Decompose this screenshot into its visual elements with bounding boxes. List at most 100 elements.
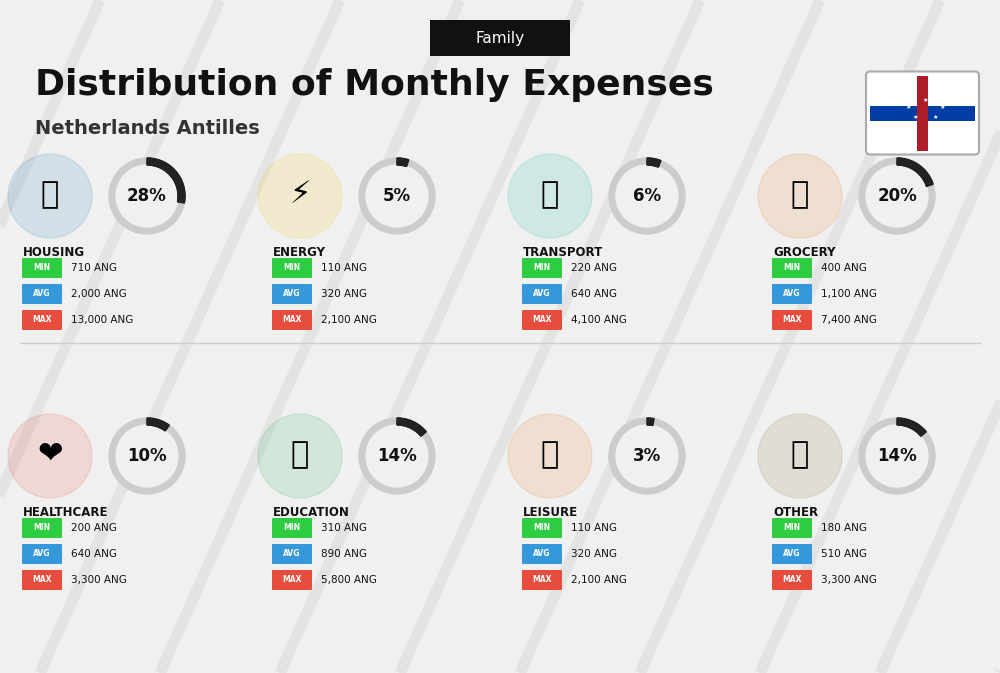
Polygon shape <box>177 187 184 189</box>
Polygon shape <box>150 158 151 165</box>
FancyBboxPatch shape <box>522 544 562 564</box>
Polygon shape <box>163 423 167 430</box>
Polygon shape <box>899 158 900 165</box>
Polygon shape <box>899 418 900 425</box>
Polygon shape <box>900 158 902 166</box>
Polygon shape <box>911 422 914 429</box>
Polygon shape <box>399 418 400 425</box>
Text: 20%: 20% <box>877 187 917 205</box>
Polygon shape <box>909 421 913 428</box>
Polygon shape <box>654 159 656 166</box>
Text: MAX: MAX <box>282 316 302 324</box>
Polygon shape <box>909 161 912 168</box>
Polygon shape <box>178 200 185 202</box>
Polygon shape <box>901 419 902 425</box>
Polygon shape <box>160 421 163 428</box>
Polygon shape <box>906 419 908 427</box>
Polygon shape <box>650 158 651 165</box>
Polygon shape <box>161 162 165 169</box>
FancyBboxPatch shape <box>22 518 62 538</box>
Polygon shape <box>404 159 406 166</box>
Text: 220 ANG: 220 ANG <box>571 263 617 273</box>
FancyBboxPatch shape <box>272 570 312 590</box>
Polygon shape <box>165 165 169 171</box>
Polygon shape <box>150 158 152 166</box>
Polygon shape <box>169 170 175 175</box>
Text: 1,100 ANG: 1,100 ANG <box>821 289 877 299</box>
Text: 890 ANG: 890 ANG <box>321 549 367 559</box>
Polygon shape <box>157 420 160 427</box>
Polygon shape <box>159 161 162 168</box>
Text: 6%: 6% <box>633 187 661 205</box>
Polygon shape <box>161 422 165 429</box>
Polygon shape <box>175 179 181 182</box>
Text: ★: ★ <box>932 114 938 120</box>
Polygon shape <box>170 171 176 176</box>
Text: MIN: MIN <box>783 524 801 532</box>
FancyBboxPatch shape <box>522 570 562 590</box>
Polygon shape <box>152 158 154 166</box>
Text: 14%: 14% <box>877 447 917 465</box>
Circle shape <box>616 425 678 487</box>
Polygon shape <box>168 168 174 174</box>
Text: 310 ANG: 310 ANG <box>321 523 367 533</box>
Polygon shape <box>158 160 161 167</box>
Polygon shape <box>413 423 417 429</box>
Polygon shape <box>917 427 923 433</box>
FancyBboxPatch shape <box>272 518 312 538</box>
Polygon shape <box>925 180 932 184</box>
Polygon shape <box>903 159 905 166</box>
Text: MAX: MAX <box>32 575 52 584</box>
Polygon shape <box>173 175 179 179</box>
Text: 5%: 5% <box>383 187 411 205</box>
Polygon shape <box>912 163 917 170</box>
Polygon shape <box>402 159 404 166</box>
Polygon shape <box>919 429 924 434</box>
Polygon shape <box>407 420 409 427</box>
Text: AVG: AVG <box>783 549 801 559</box>
Polygon shape <box>911 162 915 169</box>
FancyBboxPatch shape <box>772 284 812 304</box>
FancyBboxPatch shape <box>870 90 975 106</box>
Polygon shape <box>151 158 152 166</box>
Polygon shape <box>418 429 424 434</box>
Polygon shape <box>911 162 914 168</box>
Polygon shape <box>172 173 178 178</box>
Polygon shape <box>916 426 921 431</box>
Polygon shape <box>923 175 929 180</box>
Polygon shape <box>405 160 407 166</box>
Polygon shape <box>649 418 651 425</box>
Polygon shape <box>178 193 185 194</box>
FancyBboxPatch shape <box>522 284 562 304</box>
Polygon shape <box>418 428 423 433</box>
Polygon shape <box>905 419 908 426</box>
Polygon shape <box>655 160 657 166</box>
Text: MIN: MIN <box>283 264 301 273</box>
FancyBboxPatch shape <box>917 75 928 151</box>
Text: ❤: ❤ <box>37 441 63 470</box>
Polygon shape <box>154 419 157 426</box>
Polygon shape <box>164 164 168 170</box>
Polygon shape <box>399 418 400 425</box>
Polygon shape <box>175 181 182 184</box>
FancyBboxPatch shape <box>22 284 62 304</box>
Polygon shape <box>415 425 420 431</box>
Text: 13,000 ANG: 13,000 ANG <box>71 315 133 325</box>
Polygon shape <box>150 418 152 425</box>
Polygon shape <box>903 159 906 166</box>
Polygon shape <box>918 428 923 433</box>
Polygon shape <box>924 178 931 182</box>
Polygon shape <box>399 158 400 165</box>
Polygon shape <box>403 159 406 166</box>
Polygon shape <box>170 170 175 176</box>
Text: ★: ★ <box>905 104 911 110</box>
Text: ★: ★ <box>922 98 928 102</box>
Polygon shape <box>419 430 425 435</box>
Polygon shape <box>904 159 906 166</box>
Polygon shape <box>165 425 169 431</box>
Circle shape <box>866 425 928 487</box>
Polygon shape <box>652 159 654 166</box>
Polygon shape <box>419 429 424 434</box>
Polygon shape <box>922 173 928 178</box>
Polygon shape <box>926 183 933 186</box>
